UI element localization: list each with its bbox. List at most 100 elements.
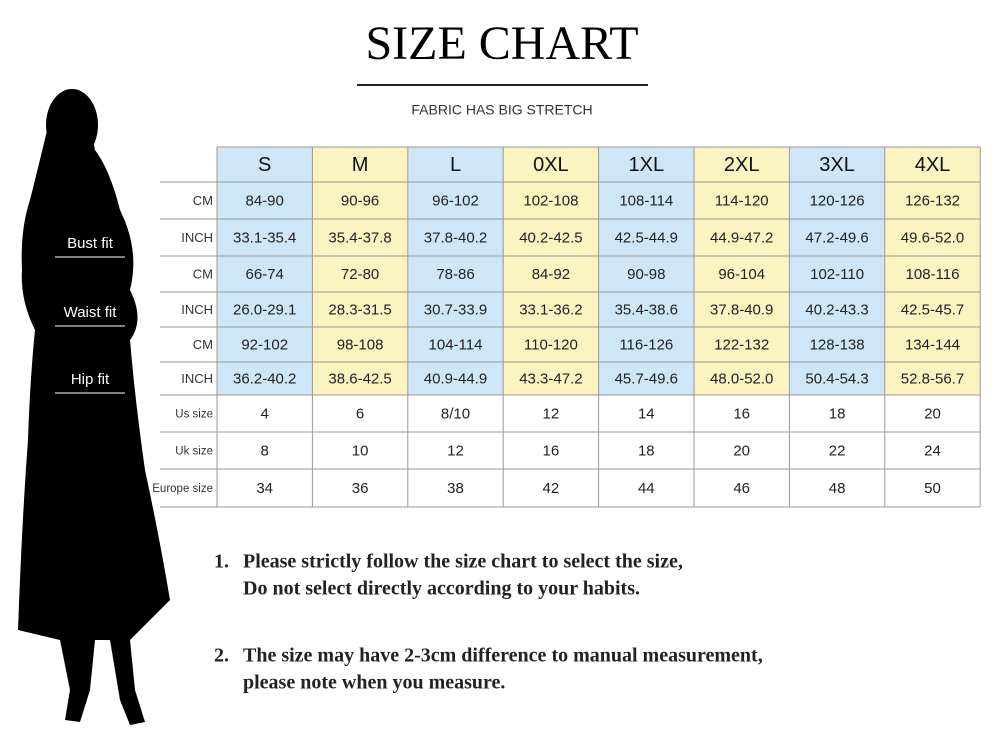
size-header: M bbox=[352, 154, 369, 176]
cell: 52.8-56.7 bbox=[901, 370, 964, 387]
cell: 12 bbox=[543, 405, 560, 422]
cell-bg bbox=[217, 362, 313, 395]
cell-bg bbox=[312, 219, 408, 256]
cell: 116-126 bbox=[619, 336, 673, 353]
cell: 24 bbox=[924, 442, 941, 459]
cell: 114-120 bbox=[715, 192, 769, 209]
cell: 134-144 bbox=[905, 336, 960, 353]
cell: 48 bbox=[829, 480, 846, 497]
cell-bg bbox=[789, 182, 885, 219]
cell-bg bbox=[598, 362, 694, 395]
cell: 35.4-37.8 bbox=[328, 229, 391, 246]
cell-bg bbox=[598, 256, 694, 292]
cell-bg bbox=[503, 292, 599, 327]
cell: 26.0-29.1 bbox=[233, 301, 296, 318]
cell: 42 bbox=[543, 480, 560, 497]
cell-bg bbox=[407, 292, 504, 327]
cell-bg bbox=[407, 256, 504, 292]
cell-bg bbox=[503, 219, 599, 256]
cell: 22 bbox=[829, 442, 846, 459]
cell: 110-120 bbox=[524, 336, 578, 353]
cell: 102-108 bbox=[523, 192, 578, 209]
size-header: S bbox=[258, 154, 271, 176]
cell: 38.6-42.5 bbox=[328, 370, 391, 387]
cell-bg bbox=[312, 327, 408, 362]
row-label: INCH bbox=[181, 302, 213, 317]
cell-bg bbox=[694, 182, 790, 219]
cell: 34 bbox=[256, 480, 273, 497]
cell: 44 bbox=[638, 480, 655, 497]
cell-bg bbox=[217, 327, 313, 362]
header-cell bbox=[884, 147, 981, 182]
cell: 8 bbox=[261, 442, 269, 459]
row-label: Uk size bbox=[175, 446, 213, 458]
cell: 72-80 bbox=[341, 266, 379, 283]
cell-bg bbox=[789, 327, 885, 362]
cell-bg bbox=[217, 256, 313, 292]
cell: 33.1-35.4 bbox=[233, 229, 296, 246]
cell: 108-116 bbox=[906, 266, 960, 283]
cell: 78-86 bbox=[436, 266, 474, 283]
cell-bg bbox=[407, 219, 504, 256]
cell-bg bbox=[598, 219, 694, 256]
cell-bg bbox=[503, 182, 599, 219]
cell-bg bbox=[407, 182, 504, 219]
cell: 84-92 bbox=[532, 266, 570, 283]
cell-bg bbox=[789, 256, 885, 292]
size-header: 1XL bbox=[629, 154, 665, 176]
header-cell bbox=[312, 147, 408, 182]
cell-bg bbox=[598, 292, 694, 327]
row-label: Europe size bbox=[152, 483, 213, 495]
row-label: CM bbox=[193, 193, 213, 208]
row-label: INCH bbox=[181, 371, 213, 386]
cell: 40.2-43.3 bbox=[805, 301, 868, 318]
cell: 38 bbox=[447, 480, 464, 497]
cell: 66-74 bbox=[246, 266, 284, 283]
cell-bg bbox=[217, 292, 313, 327]
subtitle: FABRIC HAS BIG STRETCH bbox=[411, 102, 592, 118]
size-header: L bbox=[450, 154, 461, 176]
cell-bg bbox=[598, 327, 694, 362]
cell: 20 bbox=[924, 405, 941, 422]
cell: 18 bbox=[829, 405, 846, 422]
cell: 8/10 bbox=[441, 405, 470, 422]
cell: 30.7-33.9 bbox=[424, 301, 487, 318]
cell: 42.5-44.9 bbox=[615, 229, 678, 246]
cell: 40.9-44.9 bbox=[424, 370, 487, 387]
cell-bg bbox=[694, 292, 790, 327]
cell-bg bbox=[217, 219, 313, 256]
cell-bg bbox=[407, 362, 504, 395]
note-line: Please strictly follow the size chart to… bbox=[243, 551, 683, 573]
cell-bg bbox=[312, 256, 408, 292]
cell: 37.8-40.2 bbox=[424, 229, 487, 246]
cell: 37.8-40.9 bbox=[710, 301, 773, 318]
cell: 49.6-52.0 bbox=[901, 229, 964, 246]
cell: 84-90 bbox=[246, 192, 284, 209]
cell: 96-102 bbox=[432, 192, 479, 209]
cell-bg bbox=[884, 182, 981, 219]
cell: 98-108 bbox=[337, 336, 384, 353]
size-header: 4XL bbox=[915, 154, 951, 176]
cell: 126-132 bbox=[905, 192, 960, 209]
cell-bg bbox=[503, 327, 599, 362]
cell-bg bbox=[503, 256, 599, 292]
cell: 18 bbox=[638, 442, 655, 459]
cell: 44.9-47.2 bbox=[710, 229, 773, 246]
note-line: please note when you measure. bbox=[243, 672, 505, 694]
row-label: Us size bbox=[175, 409, 213, 421]
cell: 14 bbox=[638, 405, 655, 422]
cell: 45.7-49.6 bbox=[615, 370, 678, 387]
header-cell bbox=[789, 147, 885, 182]
cell: 40.2-42.5 bbox=[519, 229, 582, 246]
cell-bg bbox=[694, 327, 790, 362]
cell-bg bbox=[884, 219, 981, 256]
cell-bg bbox=[789, 292, 885, 327]
cell: 12 bbox=[447, 442, 464, 459]
cell: 102-110 bbox=[810, 266, 864, 283]
body-label: Bust fit bbox=[67, 235, 114, 252]
cell-bg bbox=[312, 292, 408, 327]
note-number: 2. bbox=[214, 645, 229, 667]
cell-bg bbox=[694, 362, 790, 395]
title: SIZE CHART bbox=[365, 17, 638, 70]
cell: 120-126 bbox=[810, 192, 865, 209]
